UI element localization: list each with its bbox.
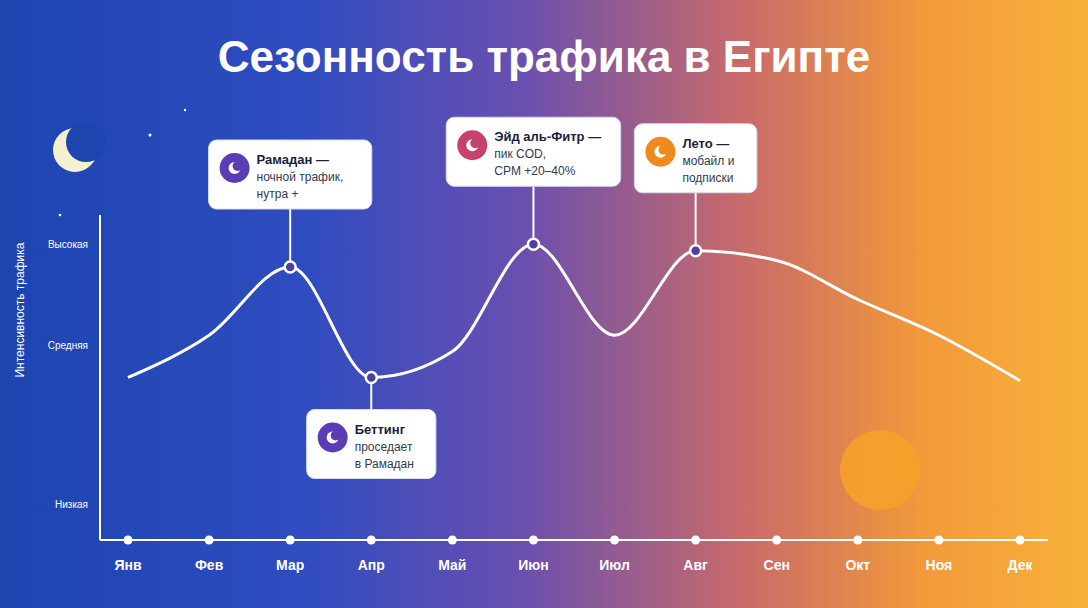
svg-text:CPM +20–40%: CPM +20–40%: [494, 164, 575, 178]
svg-text:Янв: Янв: [114, 557, 142, 573]
svg-text:Высокая: Высокая: [48, 239, 88, 250]
svg-text:Авг: Авг: [683, 557, 708, 573]
svg-text:Рамадан —: Рамадан —: [257, 152, 329, 167]
svg-text:Дек: Дек: [1008, 557, 1034, 573]
svg-text:ночной трафик,: ночной трафик,: [257, 170, 344, 184]
svg-text:Сен: Сен: [764, 557, 790, 573]
svg-text:Май: Май: [438, 557, 466, 573]
svg-text:Ноя: Ноя: [926, 557, 953, 573]
svg-text:Фев: Фев: [195, 557, 224, 573]
svg-text:нутра +: нутра +: [257, 187, 299, 201]
svg-text:Интенсивность трафика: Интенсивность трафика: [13, 242, 27, 377]
svg-text:Июн: Июн: [518, 557, 548, 573]
svg-text:в Рамадан: в Рамадан: [355, 457, 414, 471]
svg-text:мобайл и: мобайл и: [682, 154, 734, 168]
svg-text:пик COD,: пик COD,: [494, 147, 546, 161]
svg-text:Низкая: Низкая: [55, 499, 88, 510]
svg-text:Апр: Апр: [358, 557, 385, 573]
svg-text:Средняя: Средняя: [48, 340, 88, 351]
svg-text:проседает: проседает: [355, 440, 413, 454]
svg-text:подписки: подписки: [682, 171, 733, 185]
svg-text:Беттинг: Беттинг: [355, 422, 406, 437]
svg-text:Мар: Мар: [276, 557, 304, 573]
svg-text:Лето —: Лето —: [682, 136, 729, 151]
svg-text:Окт: Окт: [845, 557, 870, 573]
html-text:Сезонность трафика в Египте: Сезонность трафика в Египте: [217, 32, 871, 81]
svg-text:Июл: Июл: [599, 557, 630, 573]
svg-text:Эйд аль-Фитр —: Эйд аль-Фитр —: [494, 129, 601, 144]
